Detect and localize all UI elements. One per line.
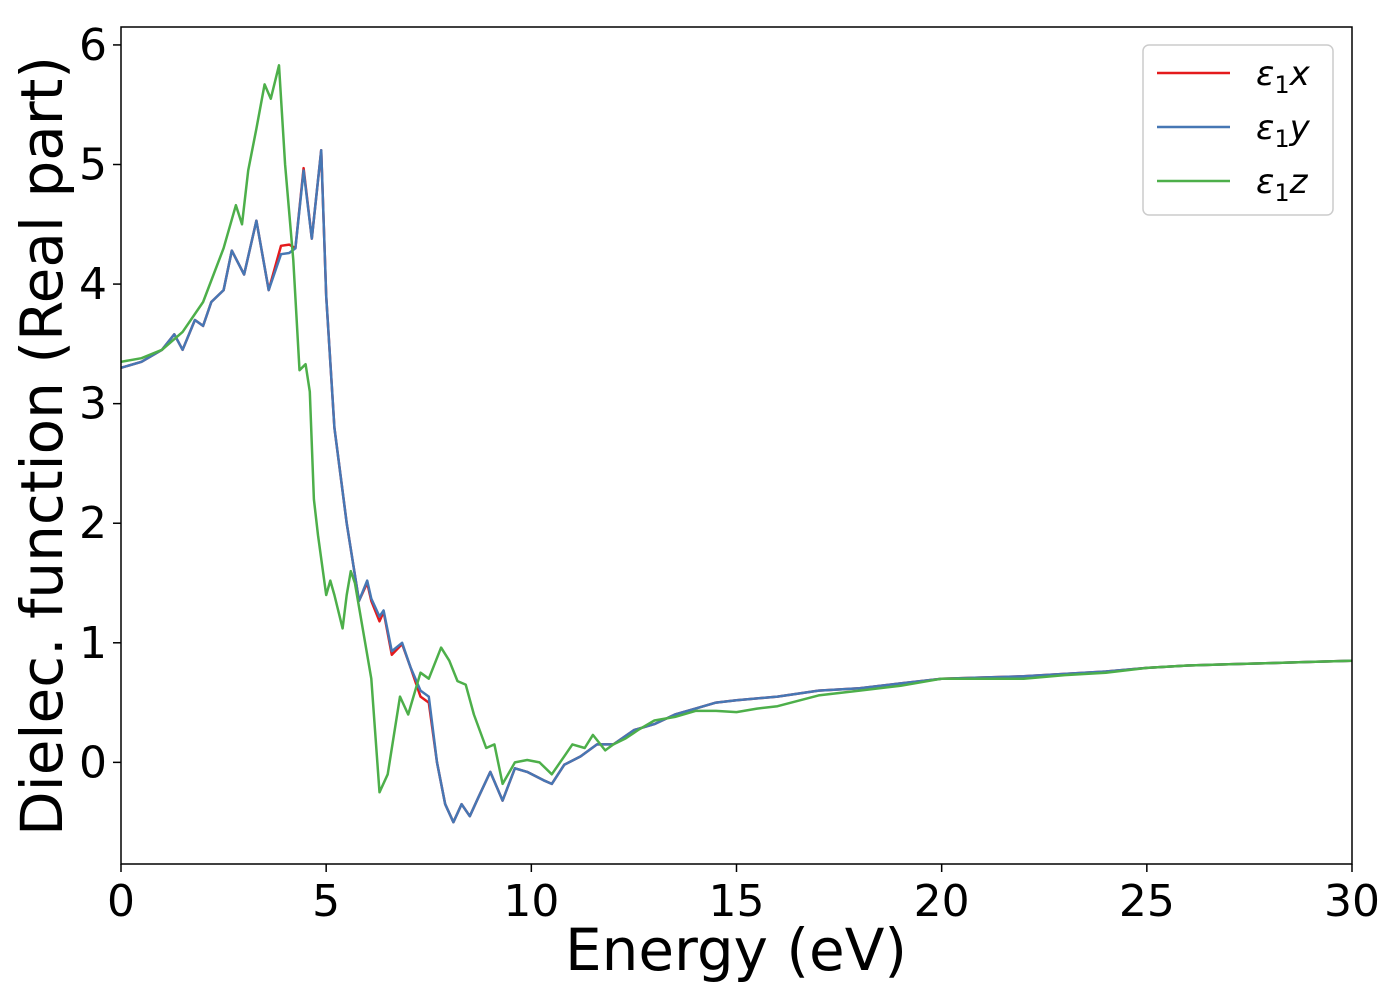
y-tick-label: 5: [79, 140, 107, 191]
legend-items: ε1x ε1y ε1z: [1157, 54, 1311, 207]
x-tick-label: 0: [107, 876, 135, 927]
y-tick-label: 1: [79, 618, 107, 669]
legend-label-y: ε1y: [1256, 108, 1311, 153]
x-tick-label: 10: [503, 876, 559, 927]
legend-label-x: ε1x: [1256, 54, 1311, 99]
x-tick-label: 5: [312, 876, 340, 927]
y-tick-label: 0: [79, 737, 107, 788]
y-tick-label: 4: [79, 259, 107, 310]
y-axis-title: Dielec. function (Real part): [8, 56, 76, 836]
legend-label-z: ε1z: [1256, 162, 1309, 207]
x-tick-label: 25: [1119, 876, 1175, 927]
legend: ε1x ε1y ε1z: [1142, 44, 1334, 216]
series-line-z: [120, 64, 1353, 794]
y-axis-ticks: 0 1 2 3 4 5 6: [79, 20, 121, 788]
x-tick-label: 20: [914, 876, 970, 927]
y-tick-label: 3: [79, 379, 107, 430]
x-tick-label: 30: [1324, 876, 1380, 927]
series-line-y: [120, 148, 1353, 824]
legend-box: [1142, 44, 1334, 216]
y-tick-label: 2: [79, 498, 107, 549]
x-tick-label: 15: [709, 876, 765, 927]
x-axis-title: Energy (eV): [565, 916, 907, 984]
y-tick-label: 6: [79, 20, 107, 71]
plot-lines: [120, 64, 1353, 824]
series-line-x: [120, 148, 1353, 824]
x-axis-ticks: 0 5 10 15 20 25 30: [107, 864, 1380, 927]
